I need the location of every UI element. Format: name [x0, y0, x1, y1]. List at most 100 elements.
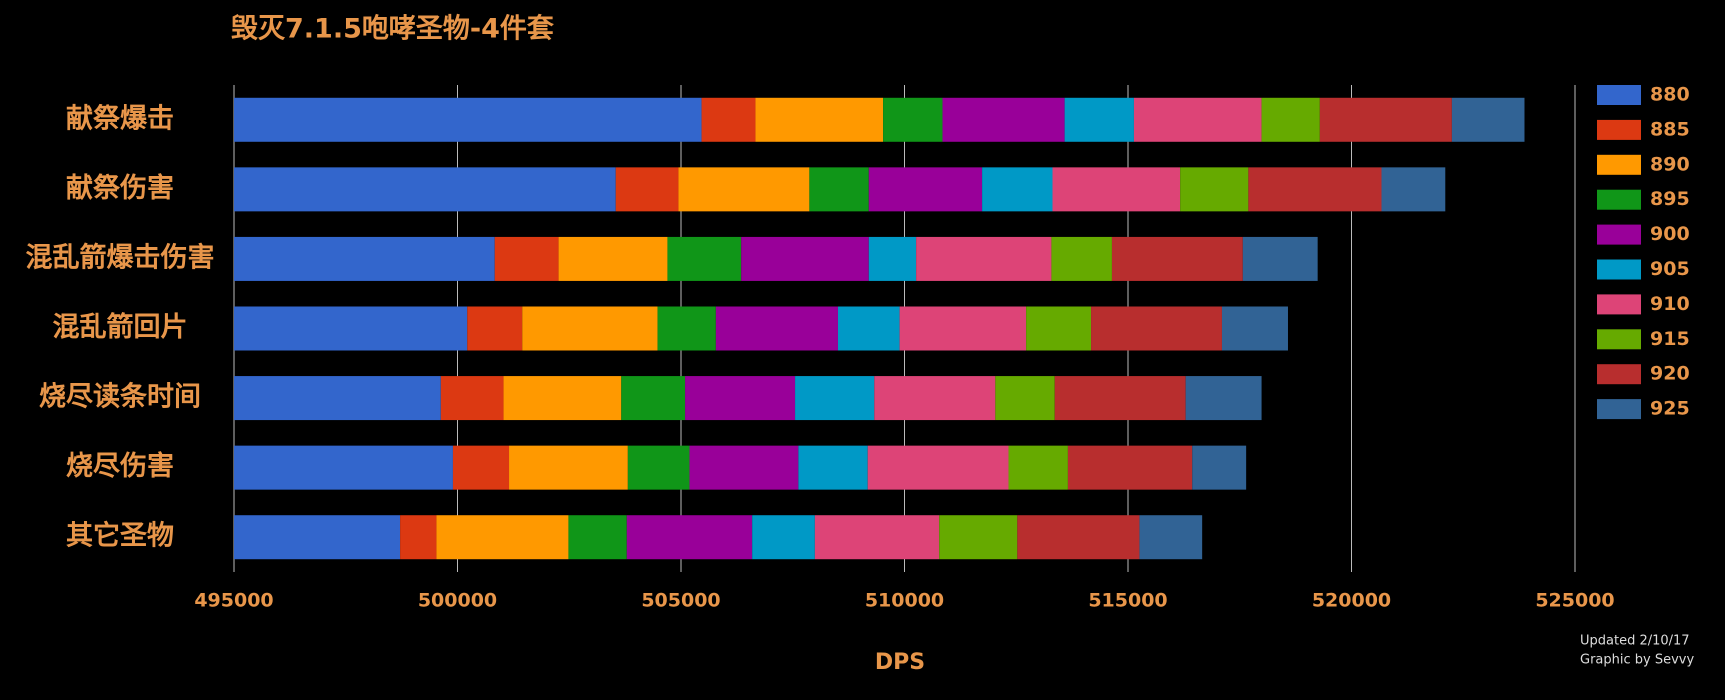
bar-segment: [1133, 97, 1262, 142]
bar-segment: [1451, 97, 1525, 142]
bar-segment: [1008, 445, 1068, 490]
bar-segment: [899, 306, 1027, 351]
bar-segment: [755, 97, 884, 142]
bar-segment: [814, 515, 940, 560]
bar-segment: [234, 236, 495, 281]
x-tick-label: 525000: [1535, 590, 1614, 612]
bar-segment: [568, 515, 627, 560]
bar-segment: [467, 306, 523, 351]
bar-segment: [626, 515, 753, 560]
bar-segment: [1051, 236, 1112, 281]
bar-segment: [752, 515, 815, 560]
x-tick-label: 505000: [641, 590, 720, 612]
bar-segment: [234, 306, 468, 351]
bar-segment: [621, 376, 686, 421]
bar-segment: [400, 515, 437, 560]
bar-segment: [657, 306, 716, 351]
bar-segment: [995, 376, 1055, 421]
bar-segment: [867, 445, 1009, 490]
bar-segment: [503, 376, 622, 421]
bar-segment: [234, 515, 401, 560]
bar-segment: [741, 236, 869, 281]
legend-swatch: [1597, 119, 1641, 140]
legend-swatch: [1597, 154, 1641, 175]
bar-segment: [689, 445, 799, 490]
bar-segment: [685, 376, 796, 421]
legend-swatch: [1597, 189, 1641, 210]
bar-segment: [1248, 167, 1382, 212]
legend-label: 925: [1650, 398, 1690, 420]
bar-segment: [1017, 515, 1140, 560]
y-tick-label: 烧尽读条时间: [39, 382, 201, 413]
bar-segment: [1091, 306, 1222, 351]
bar-segment: [440, 376, 504, 421]
bar-segment: [1052, 167, 1181, 212]
x-axis-label: DPS: [875, 650, 925, 675]
chart-title: 毁灭7.1.5咆哮圣物-4件套: [231, 14, 554, 45]
bar-segment: [1192, 445, 1247, 490]
bar-segment: [939, 515, 1018, 560]
legend-label: 915: [1650, 328, 1690, 350]
legend-label: 885: [1650, 118, 1690, 140]
bar-segment: [883, 97, 943, 142]
bar-segment: [234, 445, 453, 490]
bar-segment: [558, 236, 668, 281]
legend-label: 890: [1650, 153, 1690, 175]
x-tick-label: 495000: [194, 590, 273, 612]
y-tick-label: 烧尽伤害: [66, 450, 174, 482]
bar-segment: [234, 167, 616, 212]
bar-segment: [1064, 97, 1134, 142]
x-tick-label: 500000: [418, 590, 497, 612]
bar-segment: [1261, 97, 1320, 142]
legend-swatch: [1597, 329, 1641, 350]
bar-segment: [1242, 236, 1318, 281]
bar-segment: [1180, 167, 1249, 212]
bar-segment: [916, 236, 1052, 281]
bar-segment: [1185, 376, 1262, 421]
bar-segment: [1381, 167, 1446, 212]
y-tick-label: 混乱箭回片: [53, 311, 188, 343]
y-tick-label: 献祭伤害: [66, 172, 174, 204]
bar-segment: [509, 445, 628, 490]
bar-segment: [678, 167, 810, 212]
bar-segment: [234, 376, 441, 421]
legend-label: 905: [1650, 258, 1690, 280]
bar-segment: [942, 97, 1065, 142]
bar-segment: [615, 167, 679, 212]
bar-segment: [809, 167, 869, 212]
x-tick-label: 520000: [1312, 590, 1391, 612]
legend-swatch: [1597, 294, 1641, 315]
x-tick-label: 510000: [865, 590, 944, 612]
bar-segment: [868, 167, 983, 212]
bar-segment: [627, 445, 690, 490]
bar-segment: [982, 167, 1053, 212]
x-tick-label: 515000: [1088, 590, 1167, 612]
bar-segment: [522, 306, 658, 351]
legend-label: 920: [1650, 363, 1690, 385]
bar-segment: [795, 376, 875, 421]
bar-segment: [1319, 97, 1452, 142]
bar-segment: [436, 515, 569, 560]
bar-segment: [701, 97, 756, 142]
legend-swatch: [1597, 399, 1641, 420]
bar-segment: [715, 306, 838, 351]
bar-segment: [874, 376, 996, 421]
legend-label: 895: [1650, 188, 1690, 210]
legend-label: 880: [1650, 84, 1690, 106]
bar-segment: [1054, 376, 1186, 421]
legend-label: 900: [1650, 223, 1690, 245]
bar-segment: [837, 306, 900, 351]
note: Updated 2/10/17: [1580, 634, 1690, 649]
legend-swatch: [1597, 259, 1641, 280]
legend-swatch: [1597, 364, 1641, 385]
bar-segment: [1067, 445, 1193, 490]
bar-segment: [1111, 236, 1243, 281]
bar-segment: [234, 97, 702, 142]
bar-segment: [494, 236, 559, 281]
bar-segment: [452, 445, 510, 490]
y-tick-label: 献祭爆击: [66, 102, 174, 134]
y-tick-label: 其它圣物: [66, 520, 174, 552]
y-tick-label: 混乱箭爆击伤害: [26, 241, 215, 273]
legend-swatch: [1597, 224, 1641, 245]
